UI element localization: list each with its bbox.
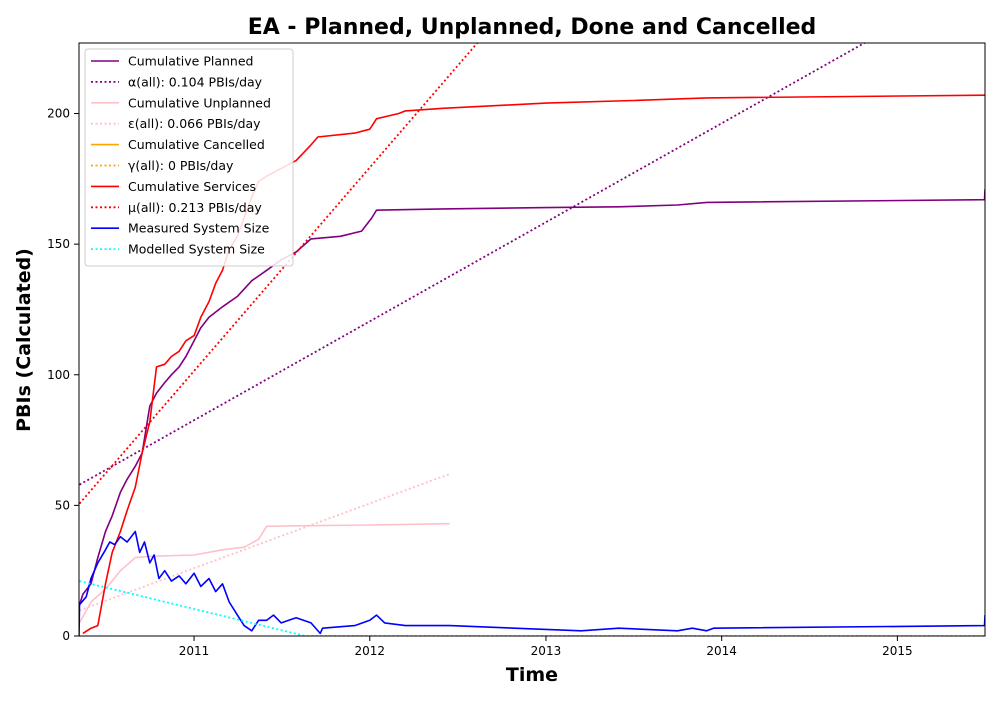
x-tick-label: 2012 (354, 644, 385, 658)
series-line-8-measured-system-size (79, 530, 985, 636)
y-tick-label: 50 (55, 498, 70, 512)
series-line-2-cumulative-unplanned (79, 522, 450, 624)
x-axis-label: Time (506, 664, 558, 686)
x-tick-label: 2014 (706, 644, 737, 658)
series-line-1-all-0-104-pbis-day (79, 43, 867, 486)
legend-entry: Cumulative Unplanned (128, 95, 271, 110)
x-ticks: 2011 2012 2013 2014 2015 (179, 636, 913, 658)
x-tick-label: 2011 (179, 644, 210, 658)
y-tick-label: 0 (62, 629, 70, 643)
legend-entry: Cumulative Cancelled (128, 137, 265, 152)
x-tick-label: 2015 (882, 644, 913, 658)
series-line-7-all-0-213-pbis-day (79, 43, 479, 505)
y-axis-label: PBIs (Calculated) (13, 248, 35, 432)
series-line-0-cumulative-planned (79, 189, 985, 605)
y-tick-label: 200 (47, 107, 70, 121)
chart-title: EA - Planned, Unplanned, Done and Cancel… (248, 15, 817, 40)
y-tick-label: 100 (47, 368, 70, 382)
y-tick-label: 150 (47, 237, 70, 251)
legend-entry: γ(all): 0 PBIs/day (128, 158, 234, 173)
legend-entry: Cumulative Planned (128, 54, 253, 69)
plot-frame (78, 42, 986, 637)
legend-entry: ε(all): 0.066 PBIs/day (128, 116, 261, 131)
legend-entry: Modelled System Size (128, 242, 265, 257)
legend: Cumulative Planned α(all): 0.104 PBIs/day… (84, 48, 294, 267)
legend-entry: Measured System Size (128, 221, 270, 236)
series-line-3-all-0-066-pbis-day (79, 473, 451, 612)
legend-box (84, 48, 294, 267)
legend-entry: Cumulative Services (128, 179, 256, 194)
legend-entry: μ(all): 0.213 PBIs/day (128, 200, 262, 215)
series-line-9-modelled-system-size (79, 580, 985, 636)
y-ticks: 0 50 100 150 200 (47, 107, 79, 643)
legend-entry: α(all): 0.104 PBIs/day (128, 74, 263, 89)
x-tick-label: 2013 (531, 644, 562, 658)
